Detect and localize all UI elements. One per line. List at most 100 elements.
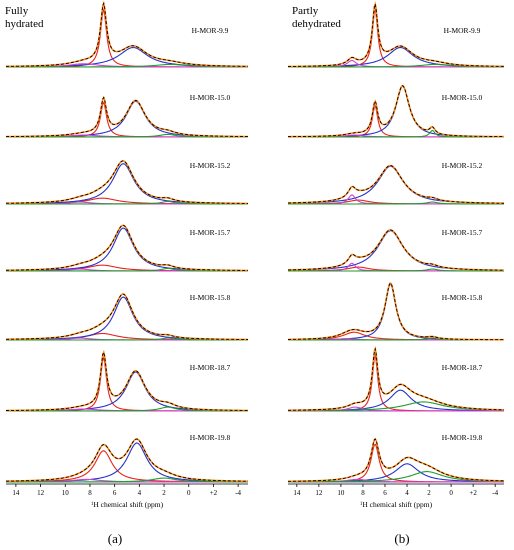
x-axis-title: 1H chemical shift (ppm) [91,500,164,509]
spectrum-H-MOR-18.7: H-MOR-18.7 [5,349,249,412]
x-tick-label: 2 [427,489,431,497]
component-green-3 [288,268,504,272]
measured-spectrum [5,438,249,482]
measured-spectrum [287,347,505,411]
sample-label: H-MOR-19.8 [190,433,231,442]
x-tick-label: +2 [210,489,218,497]
panel-heading: Fully [5,5,29,17]
component-blue-1 [5,442,248,483]
x-tick-label: 10 [337,489,345,497]
panel-heading: hydrated [5,18,44,30]
component-green-3 [288,201,504,205]
sample-label: H-MOR-15.8 [442,293,483,302]
component-green-3 [6,200,248,205]
sample-label: H-MOR-18.7 [442,363,483,372]
component-blue-1 [6,371,249,412]
measured-spectrum [5,224,249,271]
x-tick-label: 10 [62,489,70,497]
spectrum-H-MOR-15.0: H-MOR-15.0 [5,93,249,138]
sample-label: H-MOR-15.7 [442,228,483,237]
component-red-0 [288,443,504,483]
component-blue-1 [5,296,248,341]
x-tick-label: -4 [235,489,241,497]
x-axis: 14 12 10 8 6 4 2 0 +2 -4 1H chemical shift (ppm) [6,483,248,509]
x-tick-label: 2 [162,489,166,497]
fit-envelope [287,437,505,483]
component-blue-1 [287,165,505,204]
spectrum-H-MOR-15.8: H-MOR-15.8 [5,293,248,341]
spectrum-H-MOR-15.0: H-MOR-15.0 [287,84,505,138]
x-tick-label: 6 [383,489,387,497]
measured-spectrum [5,293,248,340]
x-tick-label: 12 [315,489,323,497]
component-green-3 [287,401,505,412]
panel-letter: (a) [108,531,122,546]
sample-label: H-MOR-15.2 [190,161,231,170]
component-red-0 [6,450,249,483]
x-tick-label: 14 [293,489,301,497]
component-green-3 [288,129,504,138]
component-green-3 [6,267,248,272]
x-tick-label: -4 [492,489,498,497]
sample-label: H-MOR-9.9 [444,26,481,35]
spectrum-H-MOR-15.2: H-MOR-15.2 [5,160,249,205]
spectrum-H-MOR-19.8: H-MOR-19.8 [5,433,249,483]
component-green-3 [288,471,505,483]
x-tick-label: 8 [88,489,92,497]
x-tick-label: 4 [138,489,142,497]
x-axis-title-rest: H chemical shift (ppm) [93,500,163,509]
component-green-3 [6,477,248,483]
measured-spectrum [287,165,505,204]
component-red-0 [6,101,248,138]
x-axis-title-rest: H chemical shift (ppm) [362,500,432,509]
spectrum-H-MOR-18.7: H-MOR-18.7 [287,346,505,412]
sample-label: H-MOR-15.7 [190,228,231,237]
fit-envelope [287,164,505,205]
x-tick-label: 0 [187,489,191,497]
measured-spectrum [287,282,505,341]
fit-envelope [287,1,505,68]
x-tick-label: 4 [405,489,409,497]
sample-label: H-MOR-19.8 [442,433,483,442]
panel-heading: dehydrated [292,18,341,30]
measured-spectrum [5,1,249,67]
fit-envelope [5,95,249,138]
x-axis-title-sup: 1 [360,502,363,507]
spectrum-H-MOR-15.2: H-MOR-15.2 [287,161,505,205]
x-tick-label: +2 [469,489,477,497]
spectrum-H-MOR-9.9: H-MOR-9.9 [5,0,249,68]
spectrum-H-MOR-19.8: H-MOR-19.8 [287,433,505,483]
fit-envelope [5,349,248,412]
spectrum-H-MOR-9.9: H-MOR-9.9 [287,1,505,68]
component-blue-1 [287,46,505,68]
component-green-3 [288,63,504,68]
spectrum-H-MOR-15.8: H-MOR-15.8 [287,282,505,341]
spectrum-H-MOR-15.7: H-MOR-15.7 [287,228,505,272]
spectrum-H-MOR-15.7: H-MOR-15.7 [5,224,249,272]
component-red-0 [287,104,504,138]
x-axis-title: 1H chemical shift (ppm) [360,500,433,509]
x-tick-label: 6 [113,489,117,497]
x-tick-label: 12 [37,489,45,497]
component-blue-1 [5,46,249,68]
panel-heading: Partly [292,5,319,17]
panel-letter: (b) [394,531,409,546]
measured-spectrum [287,438,505,482]
fit-envelope [287,282,505,341]
component-green-3 [6,133,248,138]
x-axis: 14 12 10 8 6 4 2 0 +2 -4 1H chemical shift (ppm) [288,483,504,509]
component-green-3 [6,63,248,68]
sample-label: H-MOR-15.0 [190,93,231,102]
x-tick-label: 0 [449,489,453,497]
sample-label: H-MOR-9.9 [192,26,229,35]
fit-envelope [5,438,249,483]
sample-label: H-MOR-15.0 [442,93,483,102]
measured-spectrum [287,85,505,138]
x-tick-label: 14 [12,489,20,497]
sample-label: H-MOR-15.8 [190,293,231,302]
sample-label: H-MOR-15.2 [442,161,483,170]
measured-spectrum [5,96,249,138]
